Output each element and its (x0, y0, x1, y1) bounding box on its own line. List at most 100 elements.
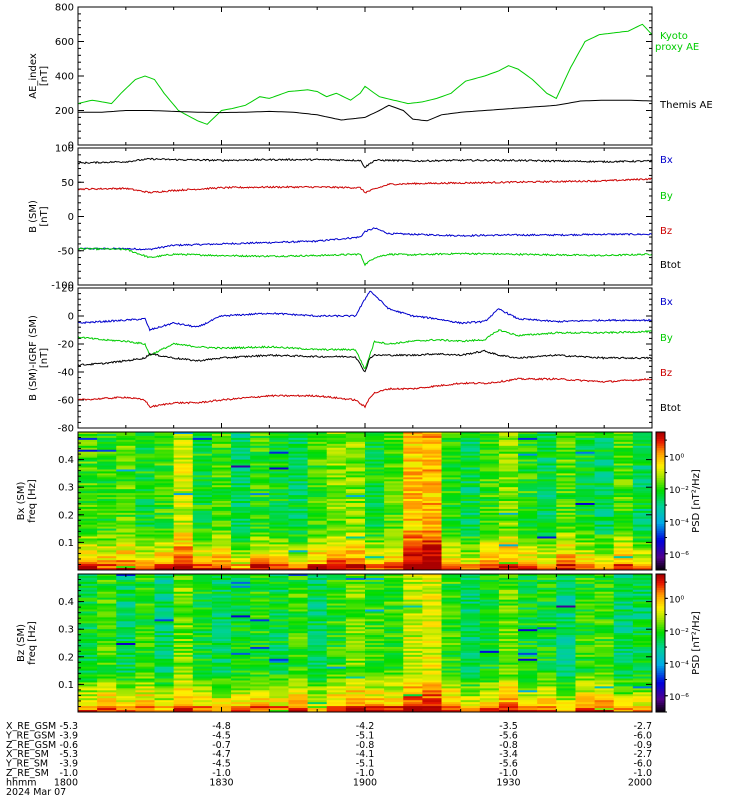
spectrogram-cell (307, 648, 328, 652)
spectrogram-cell (345, 648, 366, 652)
spectrogram-cell (613, 589, 634, 593)
spectrogram-cell (307, 617, 328, 620)
spectrogram-cell (460, 658, 481, 662)
spectrogram-cell (479, 581, 500, 585)
spectrogram-cell (632, 668, 653, 671)
spectrogram-cell (384, 639, 404, 642)
spectrogram-cell (135, 613, 155, 616)
spectrogram-cell (594, 542, 615, 545)
spectrogram-cell (345, 558, 366, 561)
spectrogram-cell (250, 499, 270, 502)
spectrogram-cell (422, 485, 442, 488)
spectrogram-cell (556, 489, 576, 492)
spectrogram-cell (135, 518, 155, 522)
spectrogram-cell (537, 674, 557, 677)
spectrogram-cell (231, 485, 251, 488)
spectrogram-cell (97, 623, 117, 626)
spectrogram-cell (307, 538, 328, 541)
spectrogram-cell (231, 471, 251, 474)
spectrogram-cell (498, 504, 519, 508)
spectrogram-cell (78, 589, 98, 593)
spectrogram-cell (250, 538, 270, 541)
spectrogram-cell (326, 672, 347, 675)
spectrogram-cell (116, 631, 136, 634)
spectrogram-cell (154, 491, 175, 494)
spectrogram-cell (288, 469, 308, 472)
spectrogram-cell (269, 631, 289, 634)
spectrogram-cell (154, 652, 175, 656)
spectrogram-cell (173, 660, 194, 664)
spectrogram-cell (479, 619, 500, 622)
spectrogram-cell (460, 643, 481, 646)
spectrogram-cell (537, 637, 557, 640)
spectrogram-cell (345, 516, 366, 520)
spectrogram-cell (422, 469, 442, 472)
spectrogram-cell (365, 568, 385, 571)
series-by (77, 329, 653, 370)
spectrogram-cell (250, 487, 270, 490)
spectrogram-cell (479, 439, 500, 443)
spectrogram-cell (192, 637, 213, 640)
spectrogram-cell (192, 666, 213, 670)
spectrogram-cell (441, 443, 462, 447)
spectrogram-cell (422, 621, 442, 624)
spectrogram-cell (345, 674, 366, 677)
spectrogram-cell (441, 635, 462, 638)
spectrogram-cell (594, 548, 615, 551)
spectrogram-cell (460, 639, 481, 642)
spectrogram-cell (537, 530, 557, 533)
spectrogram-cell (78, 704, 98, 707)
table-row-label: hhmm (6, 777, 37, 788)
spectrogram-cell (269, 686, 289, 689)
spectrogram-cell (460, 544, 481, 547)
spectrogram-cell (403, 639, 423, 642)
spectrogram-cell (269, 644, 289, 648)
colorbar-cell (656, 565, 665, 569)
spectrogram-cell (365, 540, 385, 543)
spectrogram-cell (307, 518, 328, 522)
spectrogram-cell (632, 495, 653, 498)
spectrogram-cell (632, 601, 653, 604)
spectrogram-cell (269, 538, 289, 541)
spectrogram-cell (269, 469, 289, 472)
spectrogram-cell (211, 682, 232, 685)
spectrogram-cell (594, 629, 615, 632)
spectrogram-cell (403, 516, 423, 520)
y-tick-label: 0.2 (58, 510, 74, 521)
spectrogram-cell (173, 457, 194, 460)
spectrogram-cell (632, 690, 653, 693)
y-axis-label: B (SM)[nT] (28, 200, 50, 233)
spectrogram-cell (518, 644, 538, 648)
spectrogram-cell (250, 692, 270, 695)
spectrogram-cell (632, 518, 653, 522)
spectrogram-cell (116, 603, 136, 606)
spectrogram-cell (231, 550, 251, 553)
spectrogram-cell (231, 660, 251, 664)
spectrogram-cell (632, 694, 653, 697)
spectrogram-cell (498, 674, 519, 677)
spectrogram-cell (518, 453, 538, 457)
spectrogram-cell (326, 560, 347, 563)
spectrogram-cell (460, 589, 481, 593)
spectrogram-cell (384, 690, 404, 693)
spectrogram-cell (422, 648, 442, 652)
spectrogram-cell (154, 575, 175, 579)
spectrogram-cell (231, 670, 251, 673)
spectrogram-cell (537, 479, 557, 482)
spectrogram-cell (326, 698, 347, 701)
spectrogram-cell (154, 566, 175, 569)
spectrogram-cell (556, 487, 576, 490)
spectrogram-cell (250, 461, 270, 464)
spectrogram-cell (116, 453, 136, 457)
spectrogram-cell (632, 465, 653, 468)
spectrogram-cell (97, 641, 117, 644)
spectrogram-cell (192, 613, 213, 616)
spectrogram-cell (575, 700, 595, 703)
spectrogram-cell (269, 652, 289, 656)
spectrogram-cell (613, 619, 634, 622)
spectrogram-cell (594, 506, 615, 510)
spectrogram-cell (537, 433, 557, 437)
spectrogram-cell (365, 501, 385, 504)
series-kyoto-proxy-ae (77, 23, 653, 125)
spectrogram-cell (345, 477, 366, 480)
